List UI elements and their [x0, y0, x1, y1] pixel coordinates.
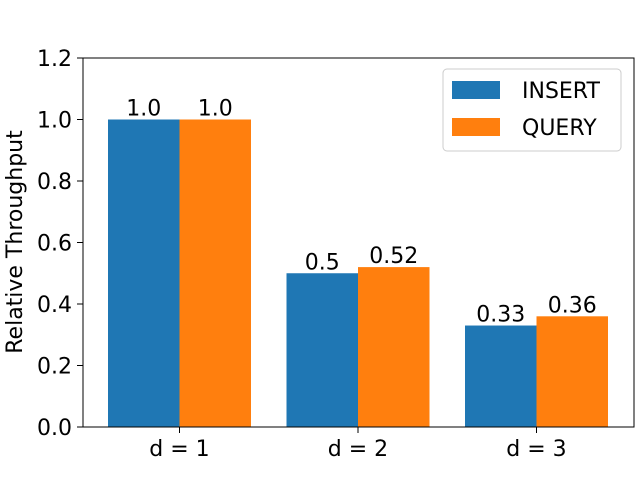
x-tick-label: d = 3 — [506, 437, 566, 462]
x-tick-label: d = 2 — [328, 437, 388, 462]
bar-label-query-3: 0.36 — [548, 293, 597, 318]
y-tick-label: 1.0 — [37, 109, 72, 134]
bar-insert-1 — [108, 119, 180, 427]
bar-query-1 — [179, 119, 251, 427]
y-tick-label: 1.2 — [37, 47, 72, 72]
y-axis-label: Relative Throughput — [3, 130, 28, 354]
bar-label-query-2: 0.52 — [369, 244, 418, 269]
y-tick-label: 0.6 — [37, 232, 72, 257]
y-tick-label: 0.4 — [37, 293, 72, 318]
bar-label-insert-1: 1.0 — [126, 97, 161, 122]
bar-insert-2 — [286, 273, 358, 427]
bar-label-insert-3: 0.33 — [476, 303, 525, 328]
y-axis: 0.0 0.2 0.4 0.6 0.8 1.0 1.2 — [37, 47, 83, 441]
bars — [108, 119, 608, 427]
bar-label-insert-2: 0.5 — [305, 250, 340, 275]
bar-value-labels: 1.0 0.5 0.33 1.0 0.52 0.36 — [126, 97, 596, 328]
legend-swatch-insert — [452, 81, 500, 99]
bar-query-3 — [536, 316, 608, 427]
y-tick-label: 0.0 — [37, 416, 72, 441]
bar-query-2 — [358, 267, 430, 427]
y-tick-label: 0.2 — [37, 355, 72, 380]
legend: INSERT QUERY — [442, 68, 622, 152]
legend-swatch-query — [452, 118, 500, 136]
x-tick-label: d = 1 — [149, 437, 209, 462]
legend-label-insert: INSERT — [522, 79, 600, 104]
bar-insert-3 — [465, 325, 537, 427]
y-tick-label: 0.8 — [37, 170, 72, 195]
x-axis: d = 1 d = 2 d = 3 — [149, 427, 567, 462]
bar-label-query-1: 1.0 — [198, 97, 233, 122]
legend-label-query: QUERY — [522, 116, 597, 141]
